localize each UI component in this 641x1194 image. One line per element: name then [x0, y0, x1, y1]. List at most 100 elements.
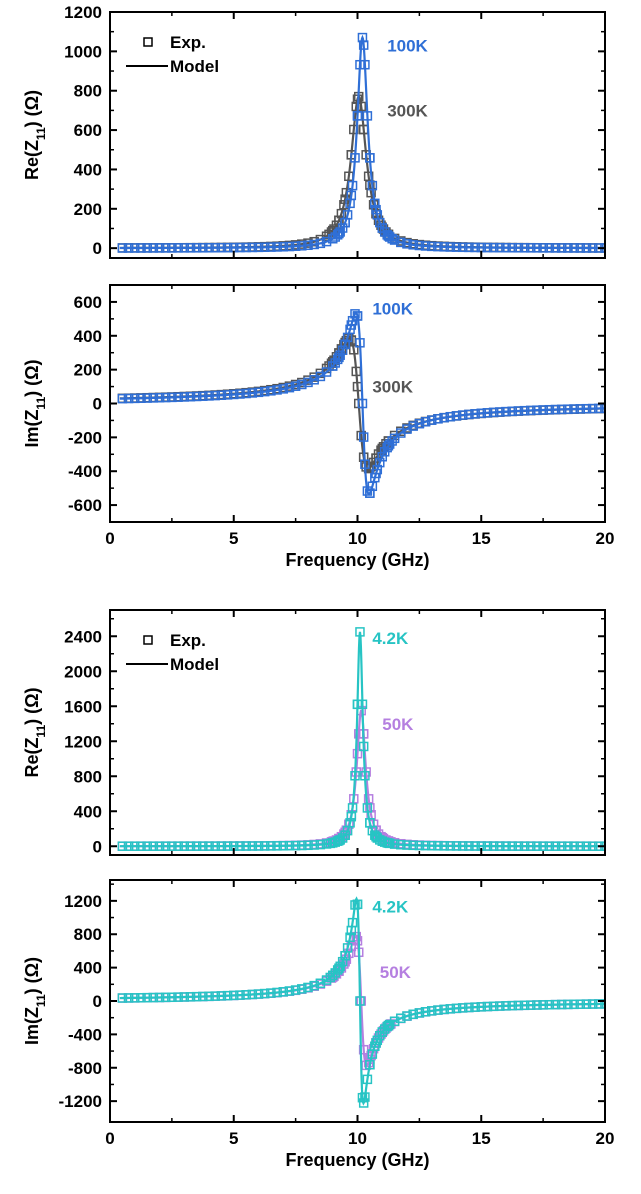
series-100K-exp-point	[544, 243, 555, 253]
y-tick-label: 800	[74, 925, 102, 944]
series-4.2K-exp-point	[210, 841, 220, 851]
series-100K-exp-point	[482, 408, 493, 418]
series-100K-exp-point	[148, 243, 159, 253]
series-100K-exp-point	[154, 393, 165, 403]
series-100K-exp-point	[297, 379, 307, 390]
series-100K-exp-point	[198, 391, 208, 401]
series-100K-exp-point	[160, 392, 171, 403]
series-100K-exp-point	[476, 408, 486, 419]
series-100K-exp-point	[550, 404, 561, 415]
series-300K-exp-point	[336, 208, 347, 219]
series-100K-exp-point	[117, 393, 128, 404]
series-4.2K-exp-point	[396, 1013, 406, 1023]
series-4.2K-exp-point	[544, 841, 555, 851]
series-100K-exp-point	[350, 309, 360, 319]
y-tick-label: 800	[74, 767, 102, 786]
legend-exp-marker	[143, 37, 153, 47]
series-100K-exp-point	[587, 243, 598, 253]
x-tick-label: 10	[348, 1129, 367, 1148]
series-4.2K-exp-point	[495, 841, 505, 851]
legend-model-label: Model	[170, 57, 219, 76]
series-4.2K-exp-point	[204, 991, 214, 1002]
series-4.2K-exp-point	[396, 839, 406, 850]
series-100K-exp-point	[387, 436, 397, 446]
y-axis-label-main: Re(Z	[22, 140, 42, 180]
series-100K-exp-point	[507, 406, 517, 417]
series-100K-exp-point	[167, 243, 177, 253]
plot-area	[117, 896, 605, 1108]
series-100K-exp-point	[303, 377, 313, 388]
series-4.2K-exp-point	[309, 840, 319, 850]
y-axis-label: Re(Z11) (Ω)	[22, 90, 48, 180]
series-100K-exp-point	[513, 243, 524, 253]
series-100K-exp-point	[284, 382, 295, 393]
series-100K-exp-point	[173, 392, 183, 402]
series-4.2K-exp-point	[259, 988, 270, 999]
series-4.2K-exp-point	[123, 841, 134, 851]
y-axis-label-rest: ) (Ω)	[22, 957, 42, 994]
series-100K-exp-point	[272, 242, 282, 252]
series-4.2K-exp-point	[563, 841, 573, 851]
series-4.2K-exp-point	[346, 811, 357, 822]
series-100K-exp-point	[253, 387, 264, 398]
series-4.2K-exp-point	[550, 999, 561, 1010]
y-tick-label: -600	[68, 496, 102, 515]
y-tick-label: 0	[93, 837, 102, 856]
series-100K-exp-point	[185, 391, 196, 402]
panel-bottom-re: 0 400 800 1200 1600 2000 2400 Re(Z11) (Ω) 50K 4.2…	[22, 609, 606, 856]
series-4.2K-exp-point	[377, 1027, 387, 1037]
series-4.2K-exp-point	[154, 841, 165, 851]
y-tick-label: 400	[74, 802, 102, 821]
series-4.2K-exp-point	[482, 1001, 493, 1012]
series-4.2K-exp-point	[352, 699, 363, 710]
series-100K-exp-point	[337, 223, 348, 233]
series-100K-exp-point	[352, 111, 363, 121]
series-4.2K-exp-point	[556, 999, 567, 1010]
series-4.2K-exp-point	[439, 841, 449, 851]
series-100K-exp-point	[290, 241, 301, 251]
series-100K-exp-point	[290, 381, 301, 391]
series-100K-exp-point	[519, 243, 530, 253]
series-100K-exp-point	[355, 338, 365, 348]
series-300K-exp-point	[366, 187, 376, 198]
series-4.2K-exp-point	[123, 993, 134, 1003]
series-4.2K-exp-point	[360, 1092, 370, 1102]
y-tick-label: 0	[93, 992, 102, 1011]
x-axis-label: Frequency (GHz)	[285, 550, 429, 570]
series-100K-exp-point	[495, 407, 505, 417]
series-100K-exp-point	[191, 391, 202, 402]
series-4.2K-exp-point	[519, 1000, 530, 1011]
series-100K-exp-point	[154, 243, 165, 253]
y-tick-label: -400	[68, 1025, 102, 1044]
series-4.2K-exp-point	[495, 1001, 505, 1011]
series-4.2K-exp-point	[507, 1000, 517, 1011]
series-4.2K-exp-point	[427, 1006, 437, 1016]
series-4.2K-exp-point	[154, 992, 165, 1003]
series-4.2K-exp-point	[309, 980, 319, 991]
series-4.2K-exp-point	[337, 956, 348, 967]
series-100K-exp-point	[563, 404, 573, 414]
series-100K-exp-point	[278, 384, 288, 394]
series-4.2K-exp-point	[532, 1000, 542, 1010]
series-4.2K-exp-point	[117, 841, 128, 851]
series-4.2K-exp-point	[191, 841, 202, 851]
series-4.2K-exp-point	[136, 841, 146, 851]
series-4.2K-exp-point	[365, 1060, 375, 1070]
series-4.2K-exp-point	[575, 841, 585, 851]
series-4.2K-exp-point	[575, 999, 585, 1009]
series-100K-exp-point	[544, 404, 555, 415]
series-100K-exp-point	[136, 393, 146, 403]
series-label-100K: 100K	[387, 36, 428, 55]
series-100K-exp-point	[360, 59, 370, 70]
series-100K-exp-point	[470, 242, 480, 253]
series-4.2K-exp-point	[457, 841, 468, 851]
series-100K-exp-point	[365, 153, 375, 163]
x-tick-label: 15	[472, 1129, 491, 1148]
series-300K-exp-point	[339, 200, 349, 210]
x-tick-label: 0	[105, 1129, 114, 1148]
series-4.2K-exp-point	[350, 771, 360, 781]
series-100K-exp-point	[222, 390, 233, 400]
series-100K-exp-point	[130, 243, 140, 253]
series-4.2K-exp-point	[142, 992, 152, 1003]
